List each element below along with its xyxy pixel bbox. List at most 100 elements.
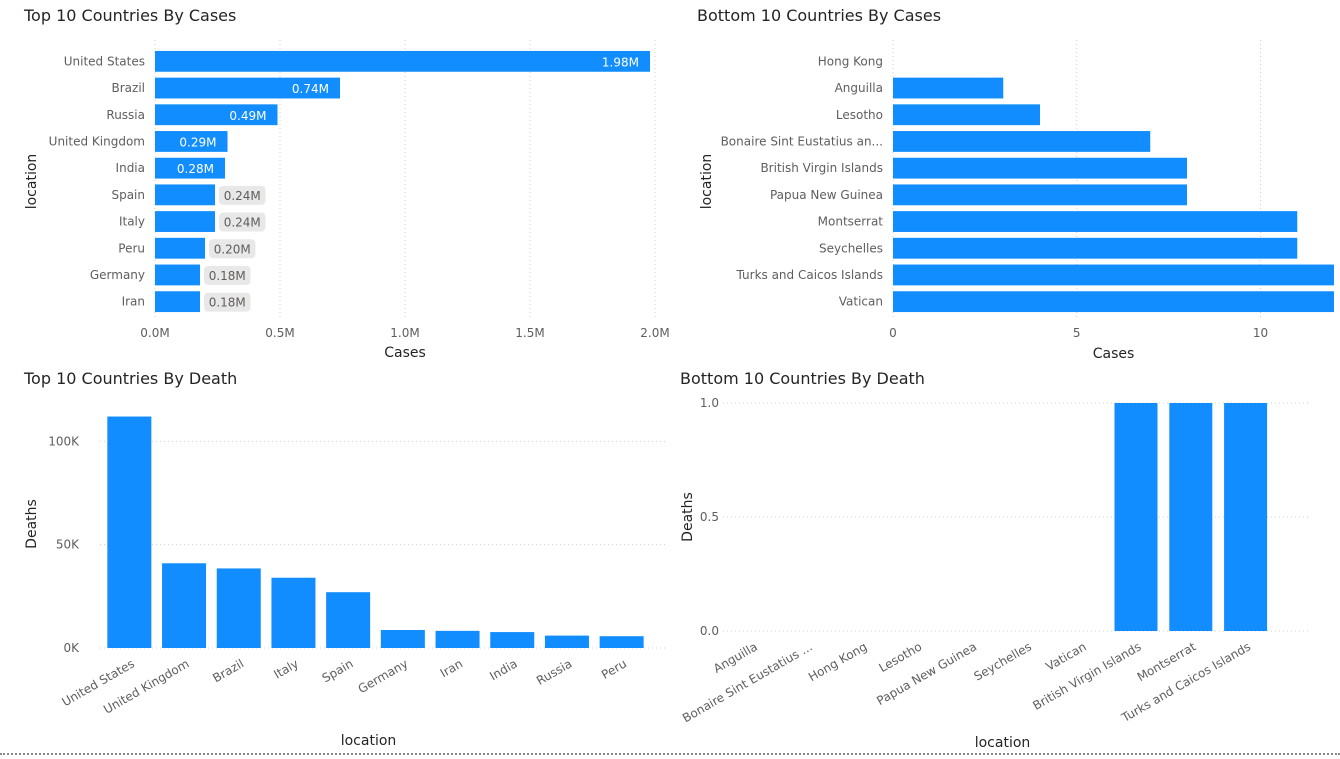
- data-label: 0.49M: [229, 109, 266, 123]
- chart-title: Bottom 10 Countries By Death: [680, 369, 925, 388]
- bar: [893, 157, 1187, 179]
- bar: [155, 291, 200, 313]
- data-label-bg: [175, 132, 222, 151]
- data-label-bg: [287, 79, 334, 98]
- bar: [893, 77, 1004, 99]
- y-tick-label: Lesotho: [836, 108, 883, 122]
- y-axis-title: Deaths: [680, 492, 696, 542]
- data-label-bg: [597, 52, 644, 71]
- x-tick-label: Seychelles: [971, 639, 1033, 683]
- x-tick-label: 1.0M: [390, 326, 419, 340]
- x-tick-label: Italy: [271, 656, 301, 681]
- y-tick-label: Brazil: [112, 81, 146, 95]
- page-border: [0, 753, 1340, 755]
- y-axis-title: location: [699, 154, 715, 210]
- x-tick-label: 0: [889, 326, 897, 340]
- bar: [893, 184, 1187, 206]
- x-tick-label: Brazil: [210, 656, 246, 685]
- x-tick-label: Peru: [599, 656, 629, 681]
- x-tick-label: Iran: [438, 656, 465, 680]
- data-label-bg: [204, 265, 251, 285]
- x-axis-title: Cases: [384, 345, 426, 361]
- bar: [155, 211, 215, 232]
- y-tick-label: Hong Kong: [818, 54, 883, 68]
- data-label: 0.74M: [292, 82, 329, 96]
- x-tick-label: Germany: [356, 656, 411, 696]
- chart-title: Top 10 Countries By Death: [24, 369, 238, 388]
- chart-title: Top 10 Countries By Cases: [24, 6, 237, 25]
- x-tick-label: 5: [1073, 326, 1081, 340]
- y-tick-label: 0.0: [700, 624, 719, 638]
- bar: [216, 568, 261, 648]
- bar: [490, 632, 535, 648]
- bar: [893, 237, 1298, 259]
- y-tick-label: 100K: [48, 434, 80, 448]
- bar: [107, 416, 152, 648]
- bar: [380, 630, 425, 648]
- bar: [155, 237, 205, 259]
- y-tick-label: Montserrat: [818, 215, 884, 229]
- y-tick-label: Germany: [90, 268, 145, 282]
- bottom-cases-panel: Bottom 10 Countries By Cases 0 5 10 Hong Ko…: [670, 0, 1340, 370]
- bottom-death-panel: Bottom 10 Countries By Death 0.0 0.5 1.0 An…: [670, 369, 1340, 753]
- y-tick-label: Vatican: [839, 295, 883, 309]
- y-tick-label: 1.0: [700, 396, 719, 410]
- bar: [1114, 403, 1158, 631]
- x-tick-label: Russia: [534, 656, 574, 687]
- data-label: 0.18M: [209, 269, 246, 283]
- y-tick-label: Anguilla: [835, 81, 883, 95]
- bar: [326, 592, 371, 648]
- bar: [1169, 403, 1213, 631]
- y-tick-label: Italy: [119, 215, 145, 229]
- bar: [893, 104, 1040, 126]
- chart-title: Bottom 10 Countries By Cases: [697, 6, 942, 25]
- bar: [155, 264, 200, 286]
- bar: [599, 636, 644, 648]
- x-tick-label: Vatican: [1043, 639, 1088, 673]
- bar: [893, 264, 1334, 286]
- top-death-panel: Top 10 Countries By Death 0K 50K 100K Unite…: [0, 369, 670, 753]
- data-label: 0.24M: [224, 216, 261, 230]
- x-tick-label: 2.0M: [640, 326, 669, 340]
- x-tick-label: Hong Kong: [806, 639, 870, 684]
- y-tick-label: Turks and Caicos Islands: [736, 268, 883, 282]
- data-label-bg: [219, 212, 266, 232]
- y-tick-label: Bonaire Sint Eustatius an...: [721, 134, 883, 148]
- bar: [544, 635, 589, 648]
- bar: [162, 563, 207, 648]
- bar: [1224, 403, 1268, 631]
- data-label-bg: [204, 292, 251, 312]
- data-label: 0.20M: [214, 242, 251, 256]
- data-label: 1.98M: [602, 55, 639, 69]
- bar: [893, 131, 1151, 152]
- x-tick-label: 0.5M: [265, 326, 294, 340]
- y-axis-title: location: [24, 154, 40, 210]
- x-axis-title: Cases: [1093, 346, 1135, 362]
- y-tick-label: United States: [64, 54, 145, 68]
- bar: [155, 184, 215, 206]
- data-label: 0.24M: [224, 189, 261, 203]
- y-tick-label: 0.5: [700, 510, 719, 524]
- y-tick-label: 50K: [56, 538, 80, 552]
- data-label-bg: [209, 239, 256, 259]
- data-label: 0.18M: [209, 296, 246, 310]
- bar: [893, 211, 1298, 232]
- bar: [435, 630, 480, 648]
- y-tick-label: 0K: [63, 641, 80, 655]
- x-tick-label: India: [487, 656, 520, 683]
- y-tick-label: India: [116, 161, 145, 175]
- y-tick-label: United Kingdom: [49, 134, 145, 148]
- x-tick-label: 1.5M: [515, 326, 544, 340]
- x-tick-label: 0.0M: [140, 326, 169, 340]
- data-label-bg: [219, 185, 266, 205]
- x-tick-label: Lesotho: [877, 639, 925, 675]
- y-tick-label: Papua New Guinea: [770, 188, 883, 202]
- y-tick-label: British Virgin Islands: [760, 161, 883, 175]
- x-tick-label: Papua New Guinea: [874, 639, 979, 708]
- data-label-bg: [172, 159, 219, 178]
- y-tick-label: Iran: [122, 295, 145, 309]
- top-cases-panel: Top 10 Countries By Cases 0.0M 0.5M 1.0M 1.…: [0, 0, 670, 370]
- data-label: 0.28M: [177, 162, 214, 176]
- y-tick-label: Spain: [111, 188, 145, 202]
